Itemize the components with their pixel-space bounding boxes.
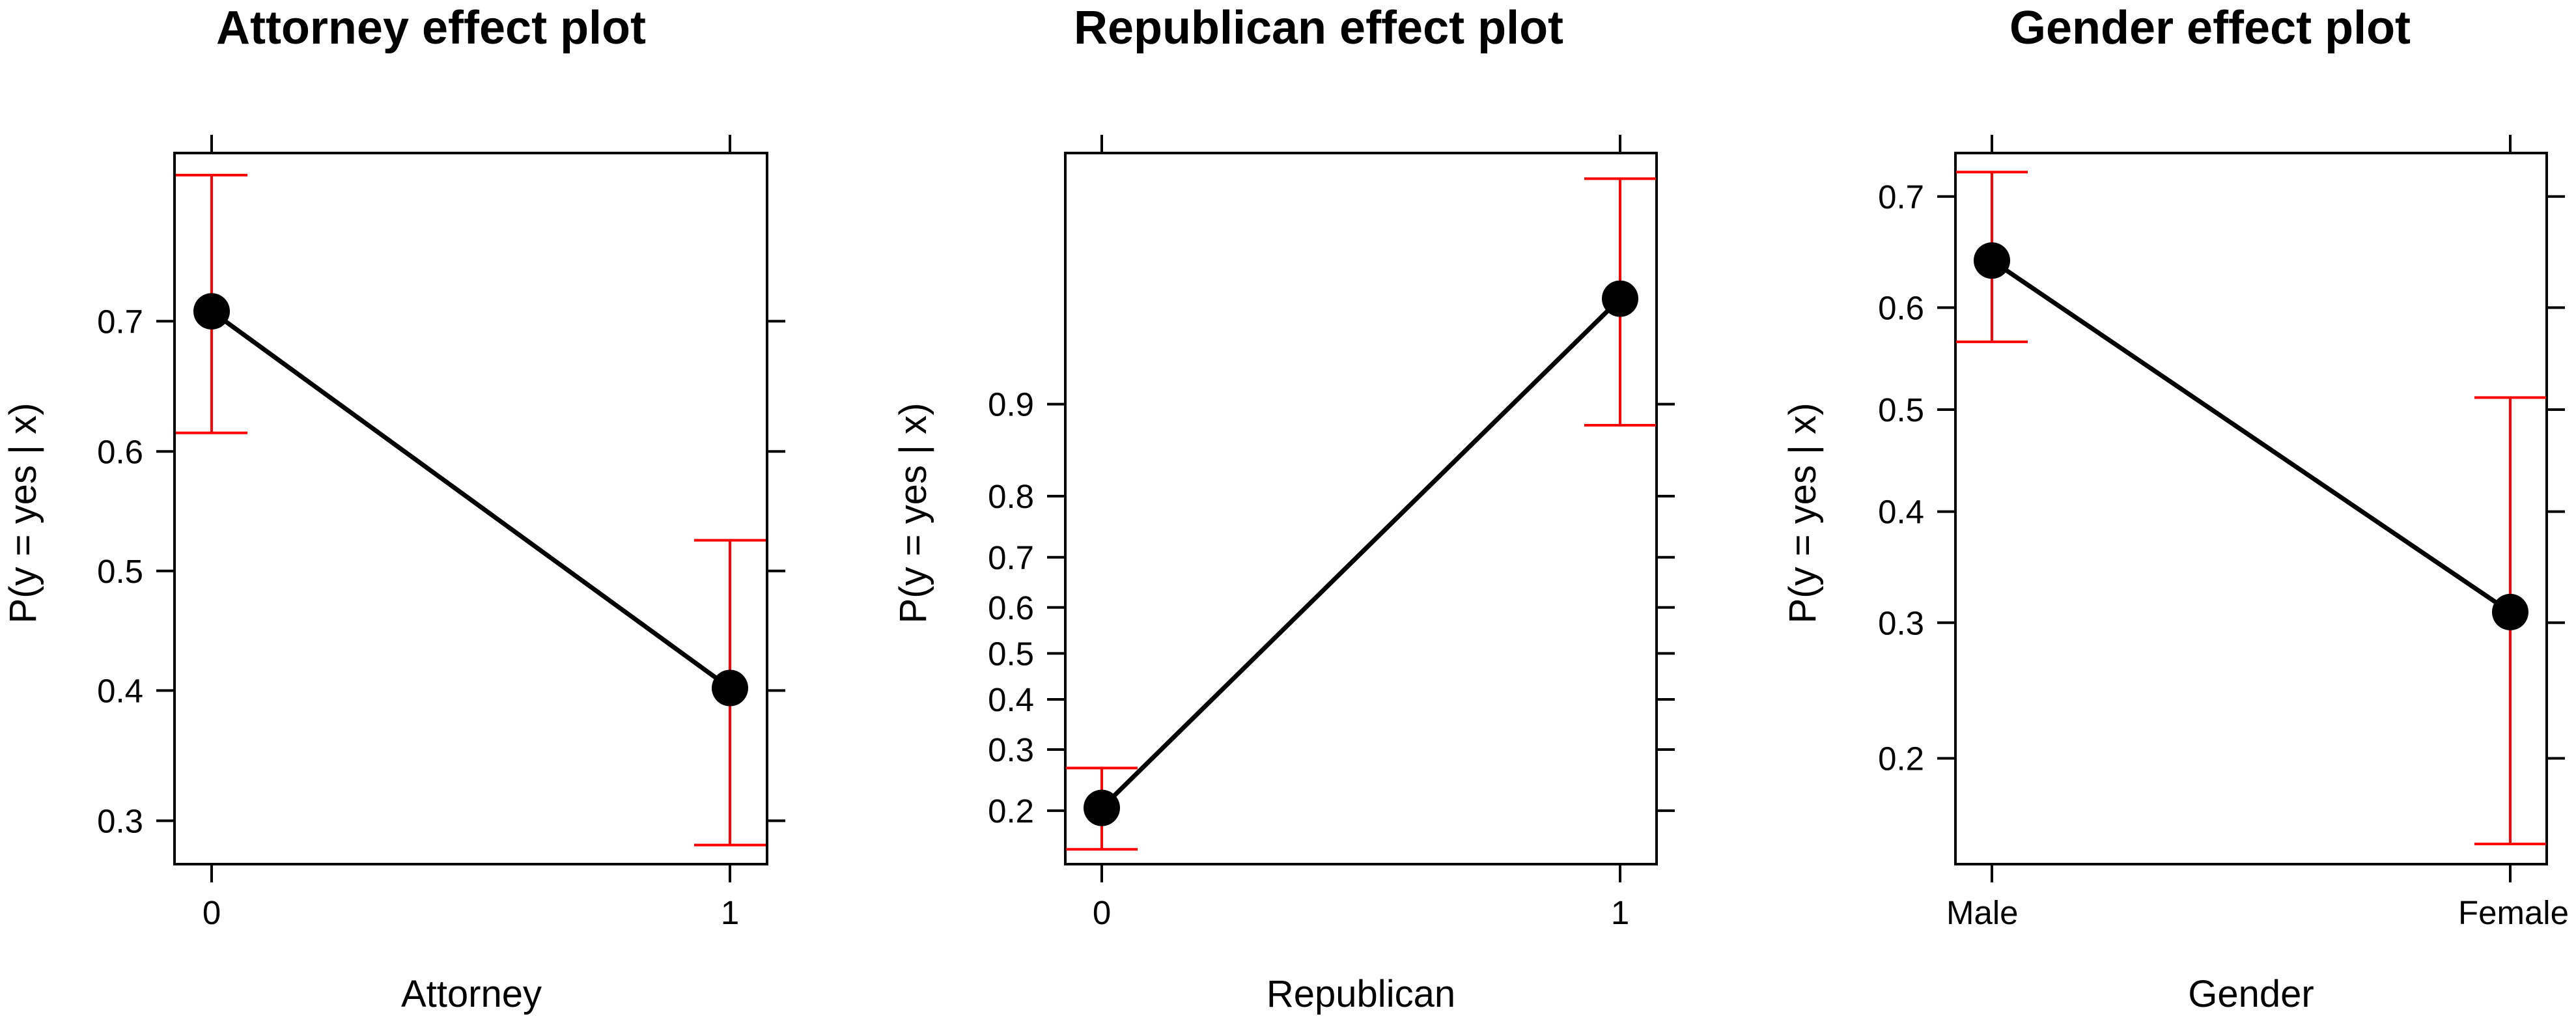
y-tick-label: 0.6 [97, 433, 143, 470]
x-axis-label: Republican [1267, 973, 1455, 1015]
effect-line [210, 309, 732, 690]
y-tick-label: 0.5 [1878, 391, 1924, 428]
effect-point [1084, 789, 1120, 826]
y-tick-label: 0.4 [1878, 494, 1924, 531]
plot-frame [1954, 152, 2548, 865]
y-tick-label: 0.3 [97, 802, 143, 839]
chart-title: Republican effect plot [1074, 2, 1563, 54]
y-tick-label: 0.8 [988, 478, 1034, 515]
effect-line [1100, 297, 1622, 810]
gender-effect-panel: Gender effect plot Gender P(y = yes | x)… [1782, 2, 2569, 1015]
republican-effect-panel: Republican effect plot Republican P(y = … [892, 2, 1675, 1015]
x-axis-label: Gender [2188, 973, 2314, 1015]
y-axis-label: P(y = yes | x) [1782, 403, 1824, 624]
x-tick-label: 0 [203, 894, 221, 931]
x-tick-label: 0 [1093, 894, 1111, 931]
x-tick-label: 1 [721, 894, 739, 931]
plot-frame [1064, 152, 1658, 865]
x-tick-label: Female [2458, 894, 2569, 931]
y-tick-label: 0.4 [97, 672, 143, 709]
x-tick-label: 1 [1611, 894, 1629, 931]
y-tick-label: 0.6 [1878, 289, 1924, 326]
y-tick-label: 0.4 [988, 681, 1034, 718]
y-tick-label: 0.7 [97, 303, 143, 340]
x-tick-label: Male [1946, 894, 2019, 931]
attorney-effect-panel: Attorney effect plot Attorney P(y = yes … [2, 2, 785, 1015]
y-tick-label: 0.9 [988, 386, 1034, 423]
y-axis-label: P(y = yes | x) [892, 403, 934, 624]
chart-title: Gender effect plot [2009, 2, 2411, 54]
y-tick-label: 0.5 [988, 635, 1034, 672]
y-tick-label: 0.7 [988, 539, 1034, 576]
y-tick-label: 0.5 [97, 553, 143, 590]
x-axis-label: Attorney [401, 973, 542, 1015]
y-tick-label: 0.2 [988, 793, 1034, 830]
effect-point [2492, 593, 2528, 630]
plot-frame [173, 152, 768, 865]
y-tick-label: 0.3 [988, 731, 1034, 768]
effect-point [193, 293, 230, 330]
y-tick-label: 0.7 [1878, 178, 1924, 216]
effect-line [1991, 259, 2512, 614]
y-tick-label: 0.6 [988, 589, 1034, 626]
effect-point [1974, 242, 2010, 279]
effect-point [712, 669, 748, 707]
chart-title: Attorney effect plot [216, 2, 646, 54]
effect-point [1602, 280, 1638, 317]
y-axis-label: P(y = yes | x) [2, 403, 44, 624]
y-tick-label: 0.2 [1878, 740, 1924, 777]
y-tick-label: 0.3 [1878, 604, 1924, 641]
